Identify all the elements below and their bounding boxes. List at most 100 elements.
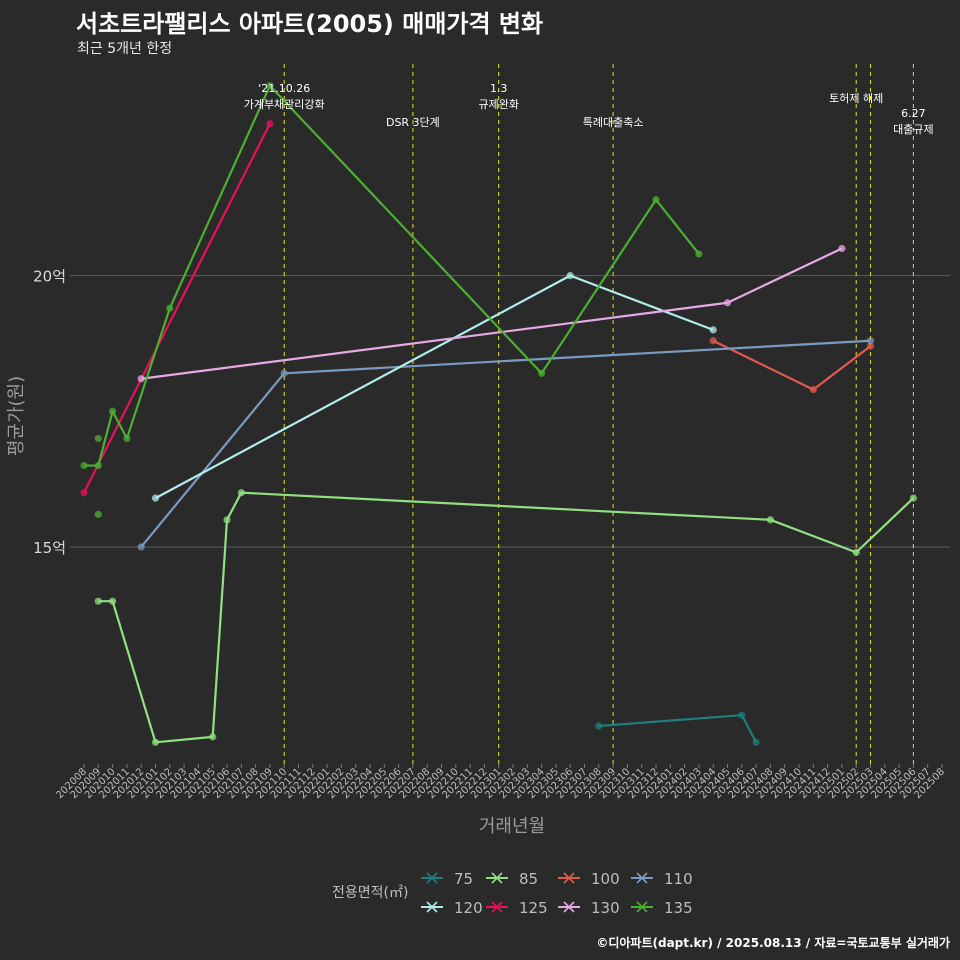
data-point — [94, 461, 102, 470]
legend-label: 85 — [519, 870, 538, 888]
annotation-202309: 특례대출축소 — [583, 116, 644, 129]
data-point — [866, 337, 875, 345]
data-point — [838, 244, 846, 253]
legend-label: 125 — [519, 899, 548, 917]
series-line-130 — [141, 247, 843, 380]
data-point — [738, 711, 746, 719]
legend-item-75: 75 — [421, 870, 473, 888]
legend-label: 130 — [591, 899, 620, 917]
data-point — [709, 326, 717, 334]
legend-item-100: 100 — [558, 870, 620, 888]
legend-key-mark — [426, 872, 438, 884]
data-point — [137, 375, 145, 383]
data-point — [723, 299, 732, 307]
series-135 — [80, 82, 703, 518]
y-tick-label: 20억 — [33, 268, 66, 286]
policy-lines — [283, 64, 914, 764]
data-point — [94, 510, 102, 518]
legend-key-mark — [491, 901, 503, 913]
series-line-125 — [83, 123, 271, 494]
data-point — [852, 548, 860, 556]
gridlines — [70, 275, 950, 548]
data-point — [94, 434, 102, 443]
data-point — [266, 120, 274, 128]
data-point — [109, 407, 117, 415]
data-point — [538, 369, 546, 377]
legend-key-mark — [636, 901, 648, 913]
legend-key-mark — [563, 901, 575, 913]
legend-label: 120 — [454, 899, 483, 917]
legend-label: 110 — [664, 870, 693, 888]
legend-key-mark — [563, 872, 575, 884]
data-point — [80, 461, 88, 470]
annotation-202110: 가계부채관리강화 — [244, 98, 325, 111]
series-line-85 — [98, 491, 915, 744]
legend-label: 135 — [664, 899, 693, 917]
data-point — [695, 250, 703, 258]
legend-item-85: 85 — [486, 870, 538, 888]
data-point — [266, 82, 274, 90]
data-point — [209, 733, 217, 741]
data-point — [94, 597, 102, 605]
annotation-202110: '21.10.26 — [258, 82, 310, 95]
series-85 — [94, 489, 918, 746]
annotation-202207: DSR 3단계 — [386, 116, 440, 129]
series-110 — [137, 337, 875, 551]
series-75 — [595, 711, 760, 746]
legend-item-135: 135 — [631, 899, 693, 917]
annotation-202301: 1.3 — [490, 82, 508, 95]
series-125 — [80, 120, 274, 497]
y-axis-title: 평균가(원) — [6, 376, 27, 456]
legend-key-mark — [426, 901, 438, 913]
annotation-202301: 규제완화 — [478, 98, 518, 111]
x-axis-ticks: 2020082020092020102020112020122021012021… — [54, 764, 947, 801]
legend-label: 75 — [454, 870, 473, 888]
legend-item-110: 110 — [631, 870, 693, 888]
legend: 전용면적(㎡) 75 85 100 110 120 125 130 135 — [332, 870, 693, 917]
data-point — [151, 738, 160, 746]
data-point — [566, 272, 574, 280]
legend-title: 전용면적(㎡) — [332, 885, 408, 901]
data-point — [109, 597, 117, 605]
data-point — [237, 489, 245, 497]
data-point — [652, 196, 660, 204]
y-tick-label: 15억 — [33, 539, 66, 557]
legend-item-125: 125 — [486, 899, 548, 917]
series-line-75 — [598, 714, 758, 743]
series-lines — [80, 82, 918, 746]
series-130 — [137, 244, 846, 383]
data-point — [709, 337, 717, 345]
data-point — [137, 543, 145, 551]
data-point — [280, 369, 288, 377]
legend-item-120: 120 — [421, 899, 483, 917]
data-point — [866, 342, 875, 350]
x-axis-title: 거래년월 — [479, 816, 545, 837]
legend-item-130: 130 — [558, 899, 620, 917]
series-100 — [709, 337, 875, 394]
series-line-110 — [140, 339, 871, 548]
data-point — [766, 516, 775, 524]
series-line-120 — [154, 274, 714, 500]
data-point — [151, 494, 160, 502]
legend-label: 100 — [591, 870, 620, 888]
data-point — [223, 516, 231, 524]
annotation-202502: 토허제 해제 — [829, 91, 883, 105]
series-120 — [151, 272, 717, 502]
data-point — [809, 385, 817, 394]
source-caption: ©디아파트(dapt.kr) / 2025.08.13 / 자료=국토교통부 실… — [596, 936, 950, 950]
chart-subtitle: 최근 5개년 한정 — [77, 41, 173, 57]
chart-title: 서초트라팰리스 아파트(2005) 매매가격 변화 — [76, 10, 544, 38]
data-point — [80, 489, 88, 497]
annotation-202506: 6.27 — [901, 107, 926, 120]
legend-key-mark — [636, 872, 648, 884]
y-axis-ticks: 15억 20억 — [33, 268, 66, 557]
data-point — [752, 738, 760, 746]
data-point — [166, 304, 174, 312]
annotation-202506: 대출규제 — [893, 123, 933, 136]
data-point — [595, 722, 603, 730]
data-point — [909, 494, 918, 502]
legend-key-mark — [491, 872, 503, 884]
data-point — [123, 434, 131, 443]
